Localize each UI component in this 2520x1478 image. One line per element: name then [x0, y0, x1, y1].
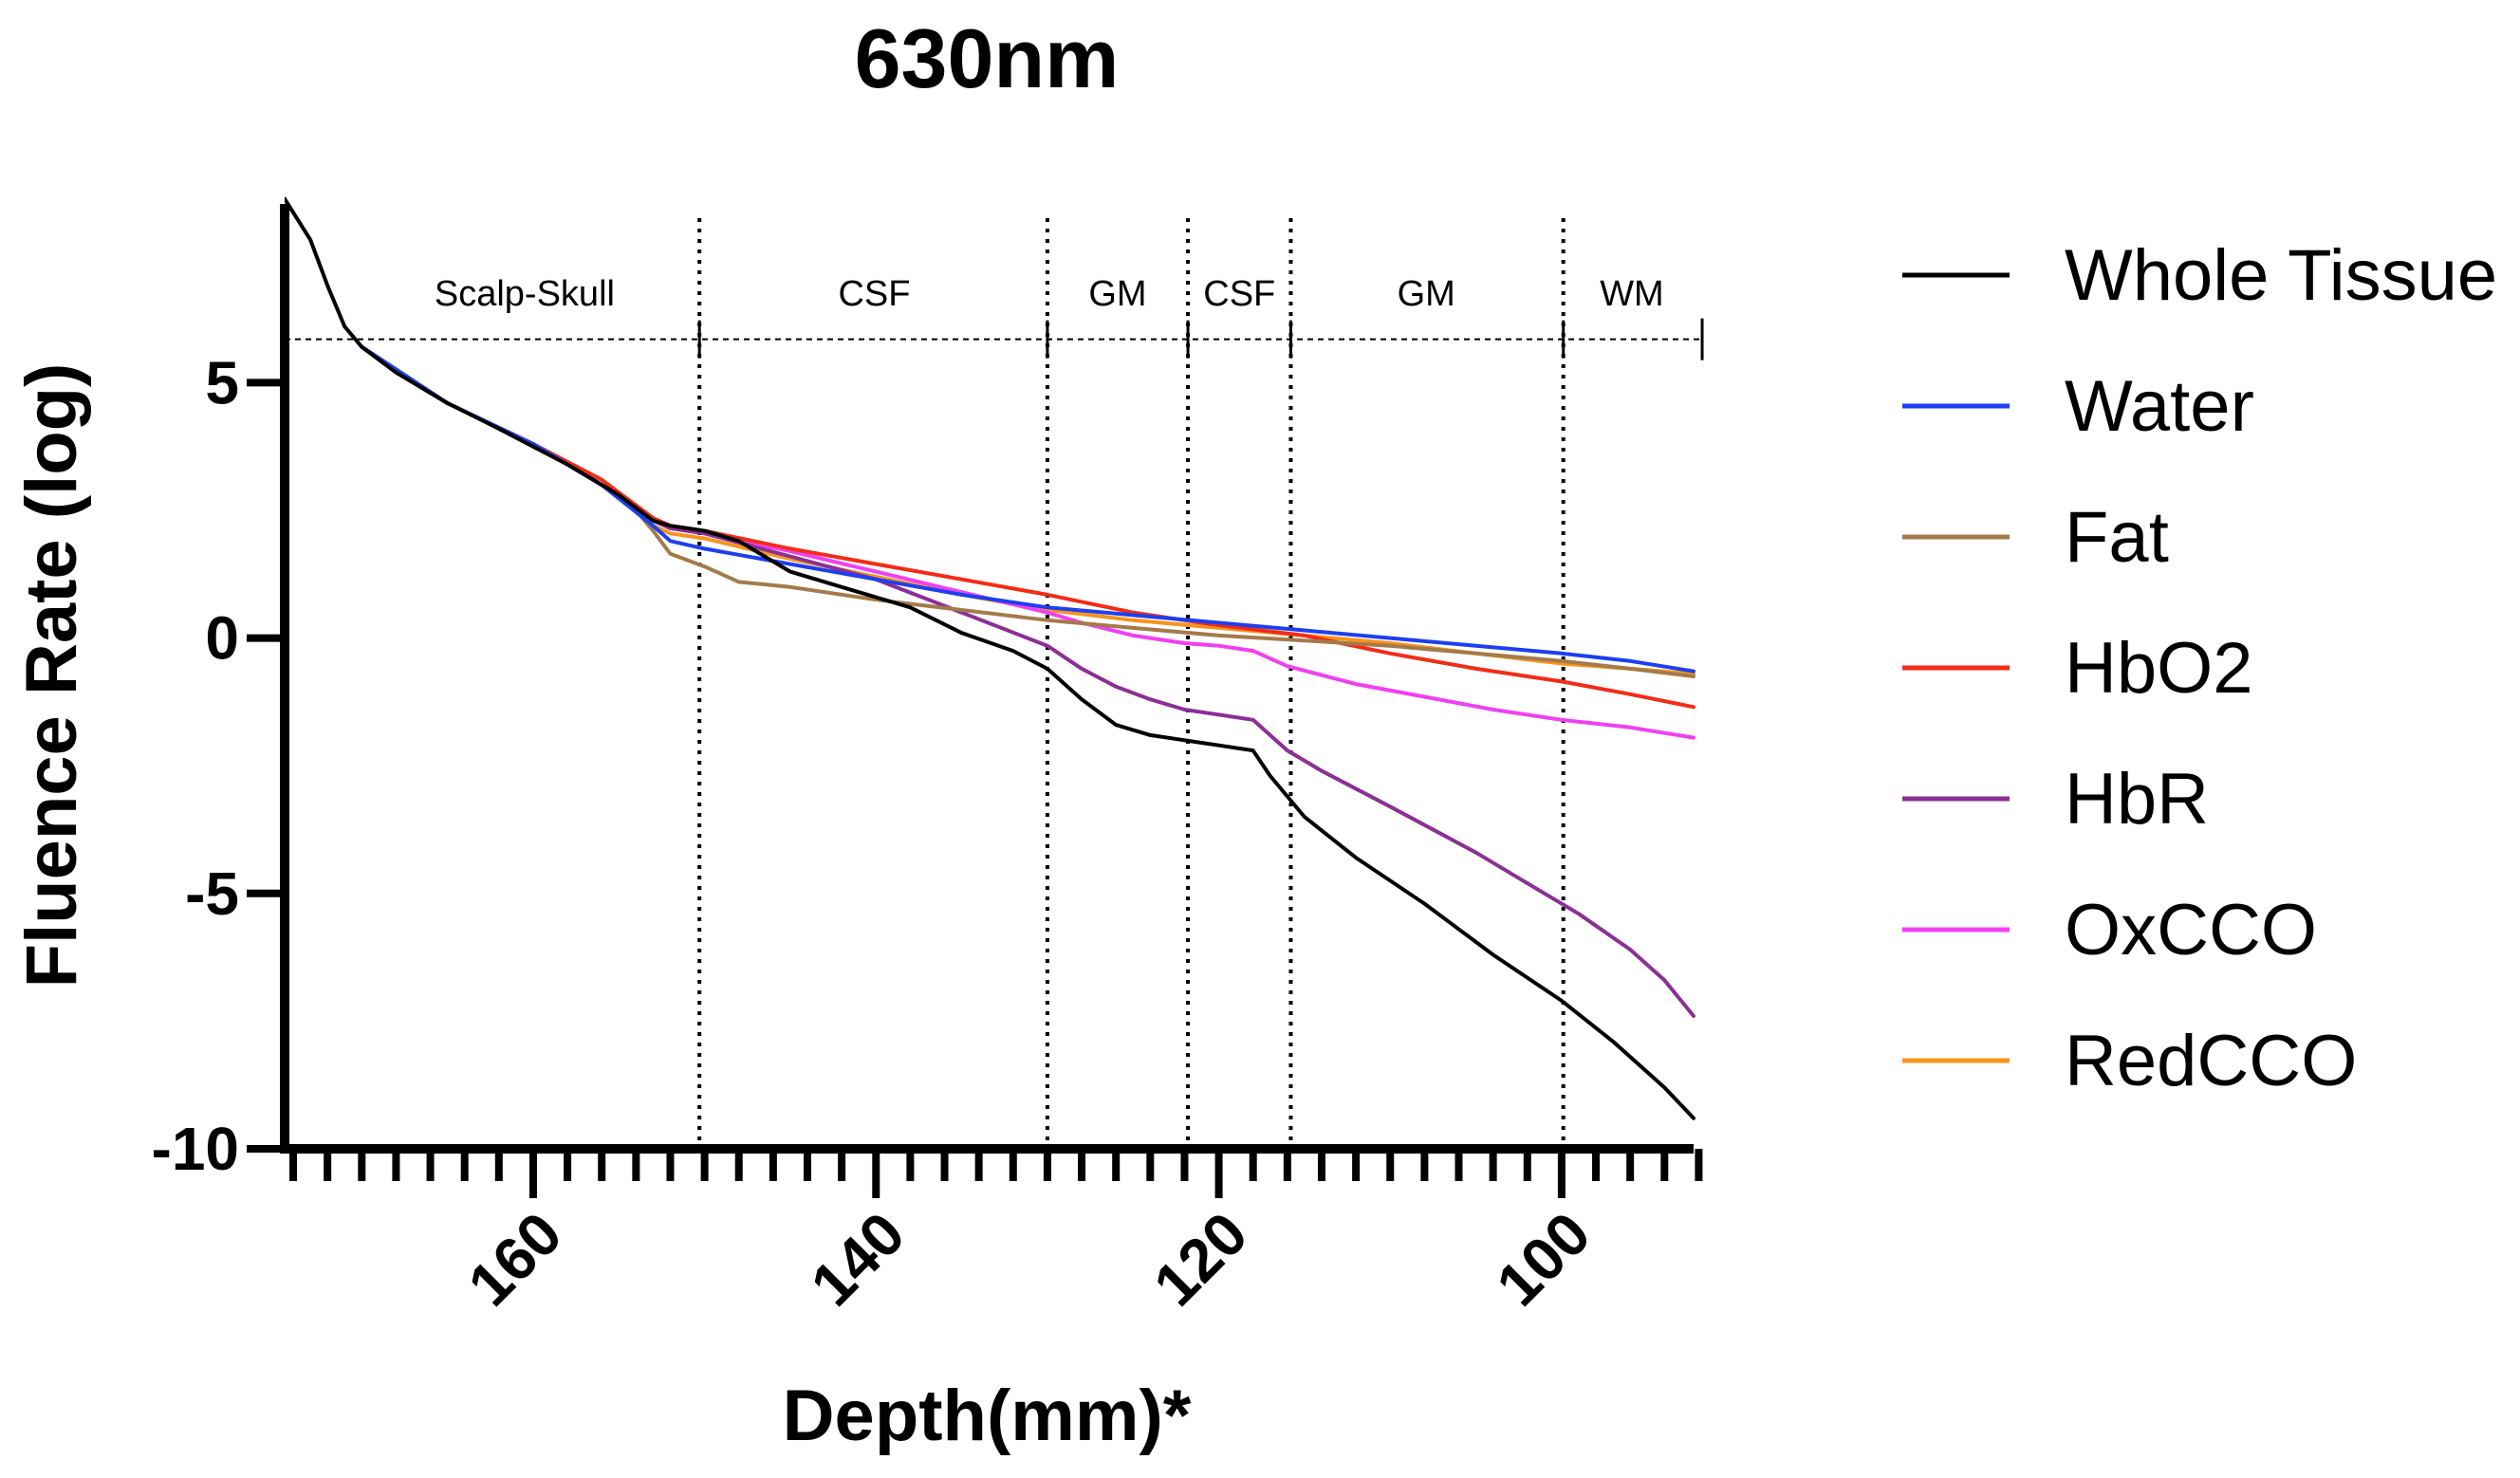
y-tick-label--5: -5: [185, 859, 239, 928]
plot-lines: [285, 196, 1695, 1120]
region-label-6: WM: [1600, 274, 1664, 314]
x-tick-label-140: 140: [798, 1199, 917, 1319]
y-axis-ticks: 5 0 -5 -10: [152, 348, 285, 1183]
region-label-2: CSF: [838, 274, 910, 314]
legend-label-hbo2: HbO2: [2065, 628, 2253, 709]
legend-label-fat: Fat: [2065, 497, 2169, 578]
legend-label-water: Water: [2065, 366, 2254, 447]
region-label-1: Scalp-Skull: [435, 274, 615, 314]
legend-label-redcco: RedCCO: [2065, 1021, 2357, 1101]
series-line-hbo2: [360, 344, 1695, 710]
y-axis-label: Fluence Rate (log): [11, 363, 92, 988]
legend-label-whole-tissue: Whole Tissue: [2065, 235, 2497, 316]
x-tick-label-120: 120: [1140, 1199, 1260, 1319]
region-label-4: CSF: [1203, 274, 1275, 314]
region-label-3: GM: [1088, 274, 1146, 314]
series-line-hbr: [360, 344, 1695, 1018]
chart-title: 630nm: [855, 11, 1120, 105]
x-tick-label-100: 100: [1483, 1199, 1603, 1319]
x-axis-ticks: 160 140 120 100: [289, 1149, 1703, 1319]
legend-label-hbr: HbR: [2065, 759, 2209, 840]
legend: Whole Tissue Water Fat HbO2 HbR OxCCO RedCCO: [1902, 235, 2497, 1101]
y-tick-label-5: 5: [205, 348, 239, 416]
tissue-regions: Scalp-Skull CSF GM CSF GM WM: [285, 218, 1704, 1149]
legend-label-oxcco: OxCCO: [2065, 890, 2317, 970]
series-line-redcco: [360, 344, 1695, 676]
y-tick-label--10: -10: [152, 1115, 240, 1183]
x-tick-label-160: 160: [454, 1199, 574, 1319]
y-tick-label-0: 0: [205, 604, 239, 673]
x-axis-label: Depth(mm)*: [783, 1376, 1192, 1456]
series-line-whole-tissue: [285, 196, 1695, 1120]
series-line-oxcco: [360, 344, 1695, 740]
series-line-water: [360, 344, 1695, 674]
region-label-5: GM: [1398, 274, 1455, 314]
series-line-fat: [360, 344, 1695, 678]
